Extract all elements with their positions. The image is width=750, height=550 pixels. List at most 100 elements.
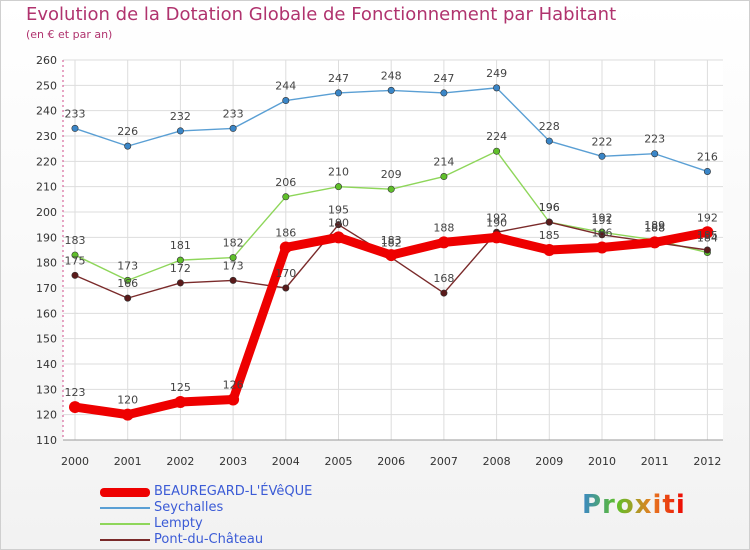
x-tick-label: 2011	[641, 455, 669, 468]
y-tick-label: 190	[36, 231, 57, 244]
data-label: 175	[65, 254, 86, 267]
x-tick-label: 2009	[535, 455, 563, 468]
data-label: 192	[697, 211, 718, 224]
x-tick-label: 2007	[430, 455, 458, 468]
data-label: 233	[65, 107, 86, 120]
data-point	[490, 231, 503, 244]
data-label: 188	[433, 221, 454, 234]
data-point	[279, 241, 292, 254]
data-point	[703, 167, 711, 175]
data-point	[176, 279, 184, 287]
data-label: 228	[539, 120, 560, 133]
x-tick-label: 2005	[325, 455, 353, 468]
data-label: 185	[697, 229, 718, 242]
data-label: 166	[117, 277, 138, 290]
data-point	[440, 89, 448, 97]
data-label: 186	[592, 226, 613, 239]
x-tick-label: 2002	[166, 455, 194, 468]
legend-item: Seychalles	[100, 500, 360, 516]
data-point	[387, 86, 395, 94]
y-tick-label: 240	[36, 105, 57, 118]
data-point	[334, 89, 342, 97]
legend-label: Pont-du-Château	[154, 532, 264, 547]
data-point	[493, 84, 501, 92]
legend-swatch	[100, 523, 150, 525]
data-label: 196	[539, 201, 560, 214]
legend-label: Seychalles	[154, 500, 224, 515]
data-label: 223	[644, 133, 665, 146]
legend-swatch	[100, 507, 150, 509]
data-point	[493, 147, 501, 155]
legend: BEAUREGARD-L'ÉVêQUE Seychalles Lempty Pont-…	[100, 484, 360, 548]
data-point	[545, 218, 553, 226]
data-point	[387, 185, 395, 193]
data-label: 188	[644, 221, 665, 234]
data-point	[227, 393, 240, 406]
data-label: 170	[275, 267, 296, 280]
data-label: 172	[170, 262, 191, 275]
data-label: 233	[223, 107, 244, 120]
data-label: 183	[65, 234, 86, 247]
y-tick-label: 260	[36, 54, 57, 67]
chart-subtitle: (en € et par an)	[26, 28, 113, 41]
data-label: 184	[697, 232, 718, 245]
data-label: 195	[328, 204, 349, 217]
data-point	[176, 256, 184, 264]
data-label: 191	[592, 214, 613, 227]
data-point	[437, 236, 450, 249]
data-point	[385, 249, 398, 262]
data-label: 190	[328, 216, 349, 229]
data-point	[69, 401, 81, 414]
data-label: 182	[223, 237, 244, 250]
data-point	[651, 150, 659, 158]
data-point	[282, 284, 290, 292]
data-label: 125	[170, 381, 191, 394]
chart-title: Evolution de la Dotation Globale de Fonc…	[26, 4, 617, 25]
data-label: 192	[486, 211, 507, 224]
data-point	[282, 97, 290, 105]
data-point	[543, 244, 556, 256]
y-tick-label: 120	[36, 409, 57, 422]
y-tick-label: 140	[36, 358, 57, 371]
legend-swatch	[100, 539, 150, 541]
y-tick-label: 230	[36, 130, 57, 143]
x-tick-label: 2001	[114, 455, 142, 468]
x-tick-label: 2008	[483, 455, 511, 468]
data-label: 247	[433, 72, 454, 85]
data-point	[71, 124, 79, 132]
y-tick-label: 200	[36, 206, 57, 219]
data-label: 120	[117, 394, 138, 407]
data-point	[334, 183, 342, 191]
data-label: 224	[486, 130, 507, 143]
data-label: 123	[65, 386, 86, 399]
data-label: 126	[223, 378, 244, 391]
legend-item: BEAUREGARD-L'ÉVêQUE	[100, 484, 360, 500]
x-tick-label: 2010	[588, 455, 616, 468]
legend-item: Pont-du-Château	[100, 532, 360, 548]
y-tick-label: 160	[36, 307, 57, 320]
data-point	[124, 276, 132, 284]
data-label: 247	[328, 72, 349, 85]
data-label: 216	[697, 150, 718, 163]
data-label: 192	[592, 211, 613, 224]
data-point	[121, 408, 134, 421]
x-tick-label: 2012	[693, 455, 721, 468]
data-label: 249	[486, 67, 507, 80]
data-label: 190	[486, 216, 507, 229]
y-tick-label: 250	[36, 79, 57, 92]
data-point	[176, 127, 184, 135]
legend-label: Lempty	[154, 516, 203, 531]
y-tick-label: 170	[36, 282, 57, 295]
data-label: 222	[592, 135, 613, 148]
data-point	[440, 173, 448, 181]
y-tick-label: 130	[36, 383, 57, 396]
y-tick-label: 110	[36, 434, 57, 447]
data-point	[596, 241, 608, 254]
data-point	[282, 193, 290, 201]
data-point	[174, 396, 187, 408]
data-point	[332, 231, 345, 244]
x-tick-label: 2003	[219, 455, 247, 468]
data-label: 188	[644, 221, 665, 234]
data-label: 185	[539, 229, 560, 242]
data-label: 183	[381, 234, 402, 247]
